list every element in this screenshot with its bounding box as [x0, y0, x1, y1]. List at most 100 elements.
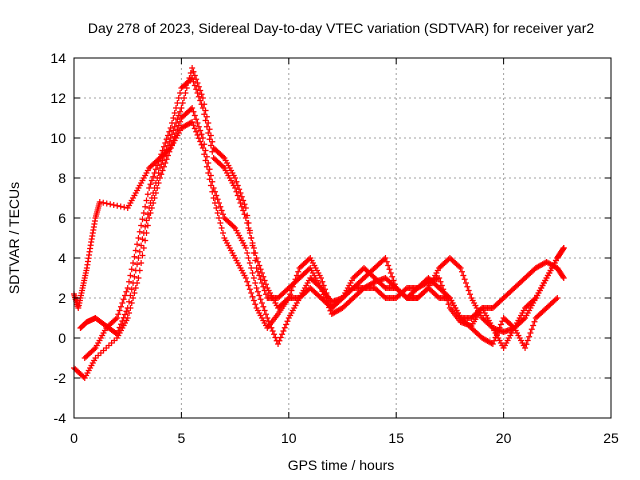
- data-point: [96, 199, 103, 205]
- data-point: [559, 273, 566, 280]
- data-point: [389, 273, 396, 280]
- data-point: [250, 297, 257, 304]
- data-point: [138, 260, 145, 266]
- data-point: [248, 265, 255, 271]
- y-tick-label: 4: [58, 250, 66, 266]
- data-point: [147, 210, 154, 216]
- data-point: [210, 195, 217, 201]
- data-point: [135, 255, 142, 261]
- data-point: [275, 341, 282, 347]
- data-point: [195, 93, 202, 100]
- data-point: [197, 97, 204, 104]
- data-point: [387, 270, 394, 276]
- data-point: [189, 75, 196, 81]
- data-point: [112, 316, 119, 323]
- data-point: [495, 328, 502, 334]
- data-point: [248, 290, 255, 296]
- data-point: [242, 245, 249, 251]
- data-point: [559, 246, 566, 253]
- y-tick-label: 10: [50, 130, 66, 146]
- data-point: [292, 276, 299, 283]
- data-point: [127, 305, 134, 311]
- data-point: [128, 266, 135, 273]
- data-point: [254, 288, 261, 295]
- data-point: [174, 100, 181, 106]
- data-point: [146, 215, 153, 221]
- data-point: [100, 199, 107, 206]
- data-point: [195, 123, 202, 130]
- data-point: [293, 272, 300, 279]
- data-point: [385, 262, 392, 269]
- data-point: [240, 207, 247, 214]
- data-point: [126, 278, 133, 285]
- data-point: [262, 281, 269, 288]
- data-point: [206, 136, 213, 143]
- data-point: [445, 301, 452, 308]
- x-axis-ticks: 0 5 10 15 20 25: [70, 58, 619, 446]
- data-point: [215, 215, 222, 221]
- data-point: [139, 236, 146, 243]
- data-point: [136, 228, 143, 235]
- data-point: [258, 300, 265, 306]
- data-point: [152, 190, 159, 196]
- data-point: [386, 266, 393, 273]
- data-point: [162, 160, 169, 166]
- data-point: [244, 250, 251, 256]
- data-point: [217, 203, 224, 210]
- data-point: [260, 303, 267, 310]
- data-point: [147, 181, 154, 188]
- data-point: [167, 125, 174, 131]
- data-point: [257, 266, 264, 273]
- data-point: [465, 287, 472, 294]
- y-tick-label: 0: [58, 330, 66, 346]
- data-point: [142, 203, 149, 210]
- data-point: [143, 197, 150, 204]
- data-point: [199, 145, 206, 151]
- data-point: [464, 283, 471, 290]
- data-point: [234, 192, 241, 199]
- data-point: [138, 222, 145, 229]
- data-point: [206, 176, 213, 183]
- data-point: [134, 261, 141, 268]
- data-point: [527, 330, 534, 336]
- data-point: [126, 298, 133, 305]
- y-tick-label: 12: [50, 90, 66, 106]
- data-point: [522, 345, 529, 351]
- data-point: [144, 211, 151, 218]
- data-point: [170, 115, 177, 121]
- data-point: [162, 140, 169, 146]
- data-point: [318, 275, 325, 281]
- data-point: [382, 255, 389, 261]
- data-point: [148, 177, 155, 184]
- data-point: [250, 245, 257, 251]
- data-point: [249, 293, 256, 300]
- data-point: [560, 245, 567, 251]
- data-point: [191, 82, 198, 89]
- data-point: [154, 185, 161, 191]
- data-point: [258, 270, 265, 276]
- data-point: [460, 272, 467, 279]
- data-point: [130, 260, 137, 266]
- data-point: [198, 141, 205, 148]
- data-point: [199, 105, 206, 111]
- data-point: [132, 285, 139, 291]
- data-point: [272, 334, 279, 341]
- data-point: [160, 143, 167, 150]
- grid-lines: [74, 58, 611, 418]
- data-point: [249, 240, 256, 246]
- data-point: [277, 334, 284, 341]
- data-point: [189, 119, 196, 125]
- y-tick-label: 6: [58, 210, 66, 226]
- data-point: [305, 266, 312, 273]
- data-point: [492, 334, 499, 341]
- data-point: [146, 185, 153, 191]
- data-point: [524, 337, 531, 344]
- data-point: [230, 223, 237, 230]
- data-point: [166, 146, 173, 153]
- data-point: [194, 132, 201, 138]
- data-point: [117, 303, 124, 310]
- data-point: [250, 275, 257, 281]
- data-point: [163, 156, 170, 163]
- data-point: [220, 211, 227, 218]
- data-point: [174, 126, 181, 133]
